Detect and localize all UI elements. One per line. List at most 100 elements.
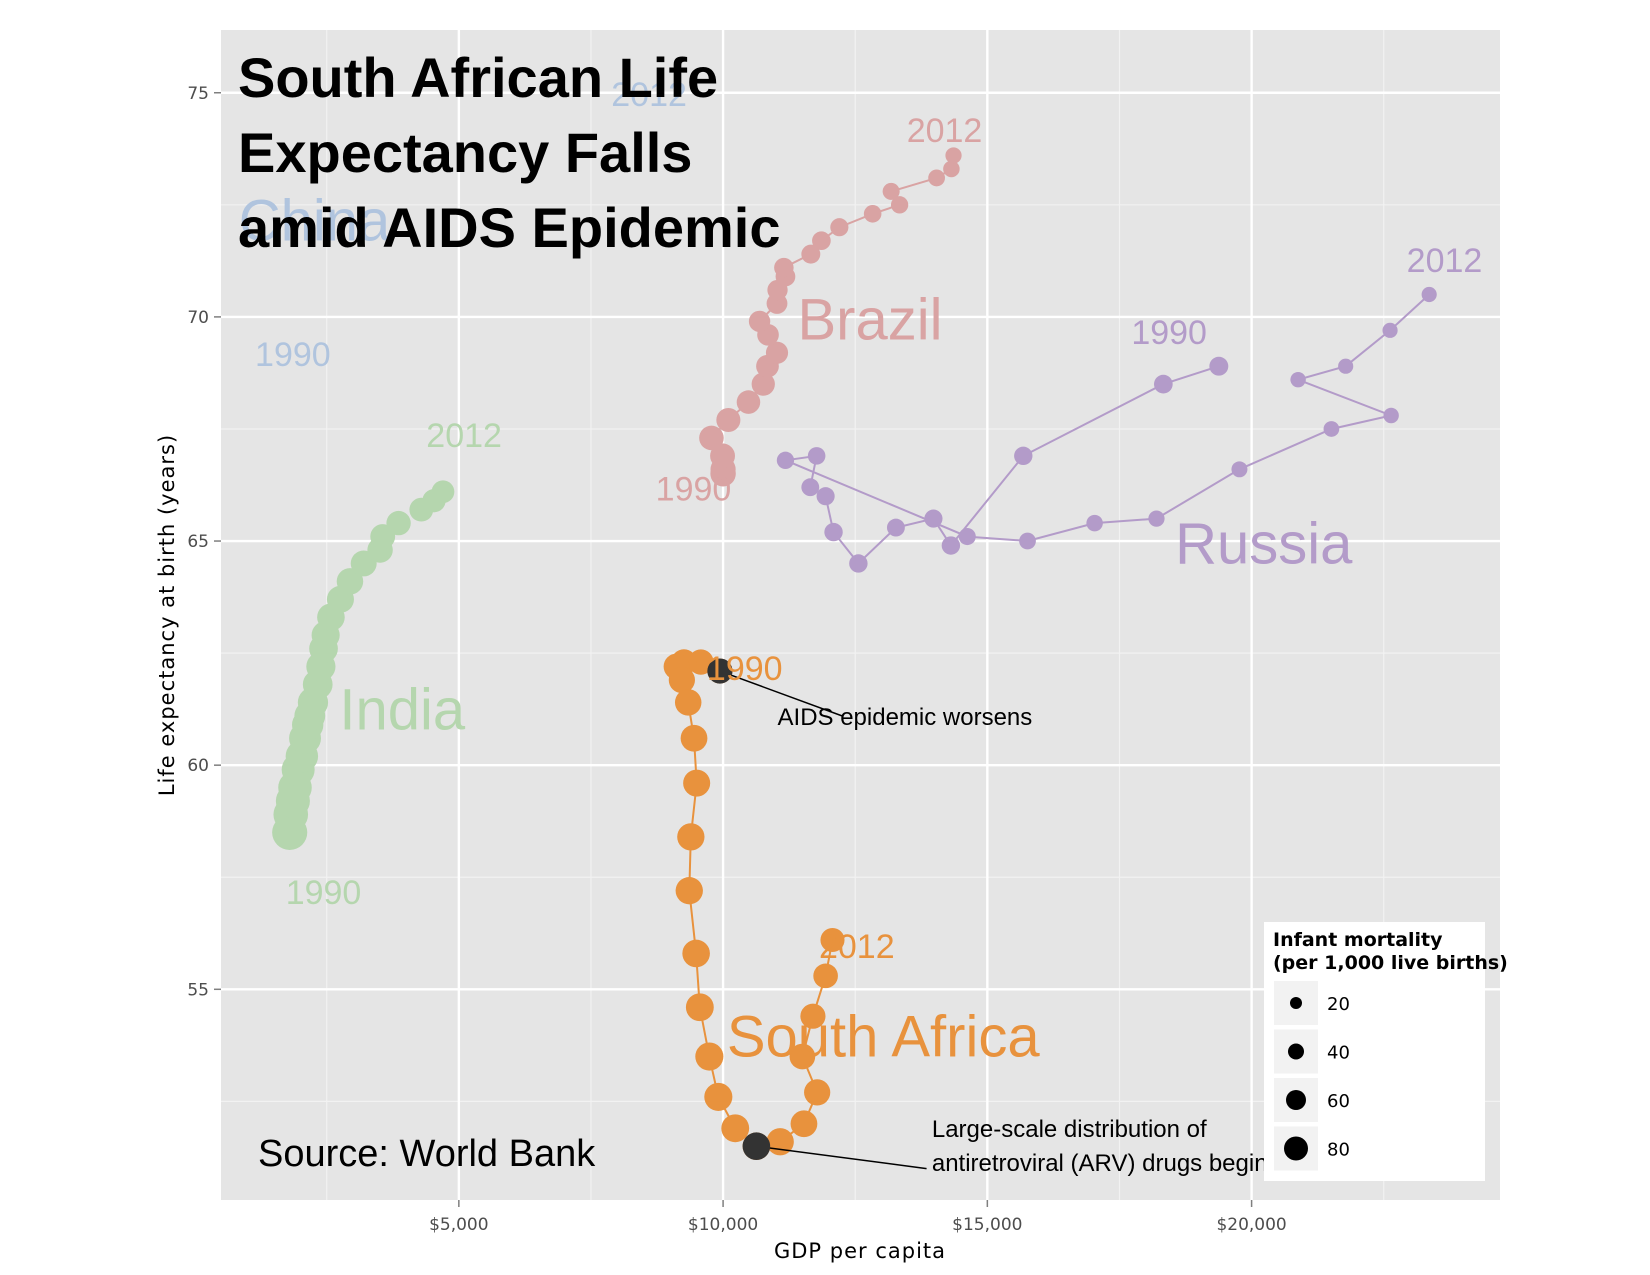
y-tick-label: 60 xyxy=(187,756,209,776)
point-south-africa xyxy=(820,927,845,953)
annotation-text: AIDS epidemic worsens xyxy=(778,704,1033,731)
year-label: 1990 xyxy=(707,650,783,688)
annotations: AIDS epidemic worsens Large-scale distrib… xyxy=(707,658,1280,1177)
legend-entry-40: 40 xyxy=(1274,1029,1350,1074)
point-russia xyxy=(1383,407,1399,424)
annotation-text: antiretroviral (ARV) drugs begins xyxy=(932,1150,1280,1177)
legend-label: 20 xyxy=(1327,994,1350,1015)
annotation-marker xyxy=(742,1132,771,1160)
point-brazil xyxy=(710,443,735,469)
point-south-africa xyxy=(685,993,714,1022)
point-russia xyxy=(886,518,905,537)
country-label-china: China xyxy=(239,189,391,254)
legend-entry-20: 20 xyxy=(1274,981,1350,1025)
country-label-south-africa: South Africa xyxy=(727,1005,1040,1070)
point-russia xyxy=(776,451,795,470)
title-line-3: amid AIDS Epidemic xyxy=(238,196,781,259)
point-russia xyxy=(1014,446,1033,466)
year-label: 1990 xyxy=(1131,314,1207,352)
legend-title-line-1: Infant mortality xyxy=(1273,929,1443,951)
point-south-africa xyxy=(682,939,710,968)
year-label: 1990 xyxy=(286,874,362,912)
point-south-africa xyxy=(813,963,838,989)
point-brazil xyxy=(801,244,821,264)
point-south-africa xyxy=(804,1079,831,1106)
point-south-africa xyxy=(704,1082,733,1111)
series-russia xyxy=(776,286,1437,573)
series-brazil xyxy=(699,147,962,487)
legend-label: 80 xyxy=(1327,1140,1350,1161)
annotation-leader-line xyxy=(756,1145,927,1170)
point-russia xyxy=(816,487,835,506)
annotation-marker xyxy=(707,658,733,684)
x-tick-label: $5,000 xyxy=(429,1215,488,1235)
point-south-africa xyxy=(721,1114,750,1143)
y-tick-label: 65 xyxy=(187,532,209,552)
point-brazil xyxy=(928,169,945,187)
x-tick-label: $10,000 xyxy=(688,1215,758,1235)
annotation-1: AIDS epidemic worsens xyxy=(707,658,1033,731)
source-note: Source: World Bank xyxy=(258,1133,596,1175)
legend: Infant mortality (per 1,000 live births)… xyxy=(1264,922,1508,1181)
series-india xyxy=(272,480,455,850)
year-label: 1990 xyxy=(656,471,732,509)
point-russia xyxy=(1290,371,1306,388)
legend-size-marker xyxy=(1290,997,1302,1009)
country-label-brazil: Brazil xyxy=(797,287,942,352)
country-label-russia: Russia xyxy=(1175,511,1353,576)
point-south-africa xyxy=(800,1003,826,1029)
point-south-africa xyxy=(680,724,708,752)
point-india xyxy=(431,480,455,504)
title-line-1: South African Life xyxy=(238,46,718,109)
point-russia xyxy=(807,447,826,465)
annotation-text: Large-scale distribution of xyxy=(932,1116,1207,1143)
legend-size-marker xyxy=(1288,1043,1304,1060)
legend-entries: 20 40 60 80 xyxy=(1274,981,1350,1171)
point-brazil xyxy=(943,160,960,178)
point-russia xyxy=(1148,510,1165,527)
grid xyxy=(221,30,1500,1200)
point-south-africa xyxy=(695,1042,724,1071)
y-tick-label: 70 xyxy=(187,308,209,328)
country-label-india: India xyxy=(339,677,466,742)
point-russia xyxy=(958,528,976,546)
point-russia xyxy=(1382,322,1398,338)
legend-label: 40 xyxy=(1327,1043,1350,1064)
x-axis-title: GDP per capita xyxy=(774,1239,946,1263)
point-india xyxy=(386,510,411,536)
point-russia xyxy=(924,509,943,528)
point-russia xyxy=(1323,421,1340,437)
point-brazil xyxy=(890,196,909,214)
point-brazil xyxy=(774,257,794,278)
x-tick-label: $15,000 xyxy=(952,1215,1022,1235)
year-label: 2012 xyxy=(819,928,895,966)
point-brazil xyxy=(748,310,771,333)
point-south-africa xyxy=(789,1043,816,1070)
series-south-africa xyxy=(663,649,845,1160)
point-brazil xyxy=(830,218,849,237)
point-south-africa xyxy=(668,666,695,694)
legend-title-line-2: (per 1,000 live births) xyxy=(1273,952,1508,974)
point-brazil xyxy=(765,341,789,364)
point-south-africa xyxy=(683,769,711,797)
chart-title: South African Life Expectancy Falls amid… xyxy=(238,46,781,259)
legend-size-marker xyxy=(1284,1136,1308,1161)
point-south-africa xyxy=(790,1110,818,1138)
point-russia xyxy=(824,522,843,542)
point-brazil xyxy=(945,147,962,164)
point-south-africa xyxy=(674,689,702,716)
point-india xyxy=(336,568,364,595)
point-russia xyxy=(1154,374,1173,394)
series xyxy=(272,147,1437,1160)
y-tick-label: 55 xyxy=(187,980,209,1000)
year-label: 2012 xyxy=(907,112,983,150)
annotation-leader-line xyxy=(719,670,843,717)
point-russia xyxy=(1209,356,1229,376)
year-label: 1990 xyxy=(255,336,331,374)
point-russia xyxy=(941,536,961,555)
point-south-africa xyxy=(677,823,705,851)
point-brazil xyxy=(736,390,761,414)
point-russia xyxy=(801,478,820,497)
annotation-2: Large-scale distribution of antiretrovira… xyxy=(742,1116,1280,1177)
